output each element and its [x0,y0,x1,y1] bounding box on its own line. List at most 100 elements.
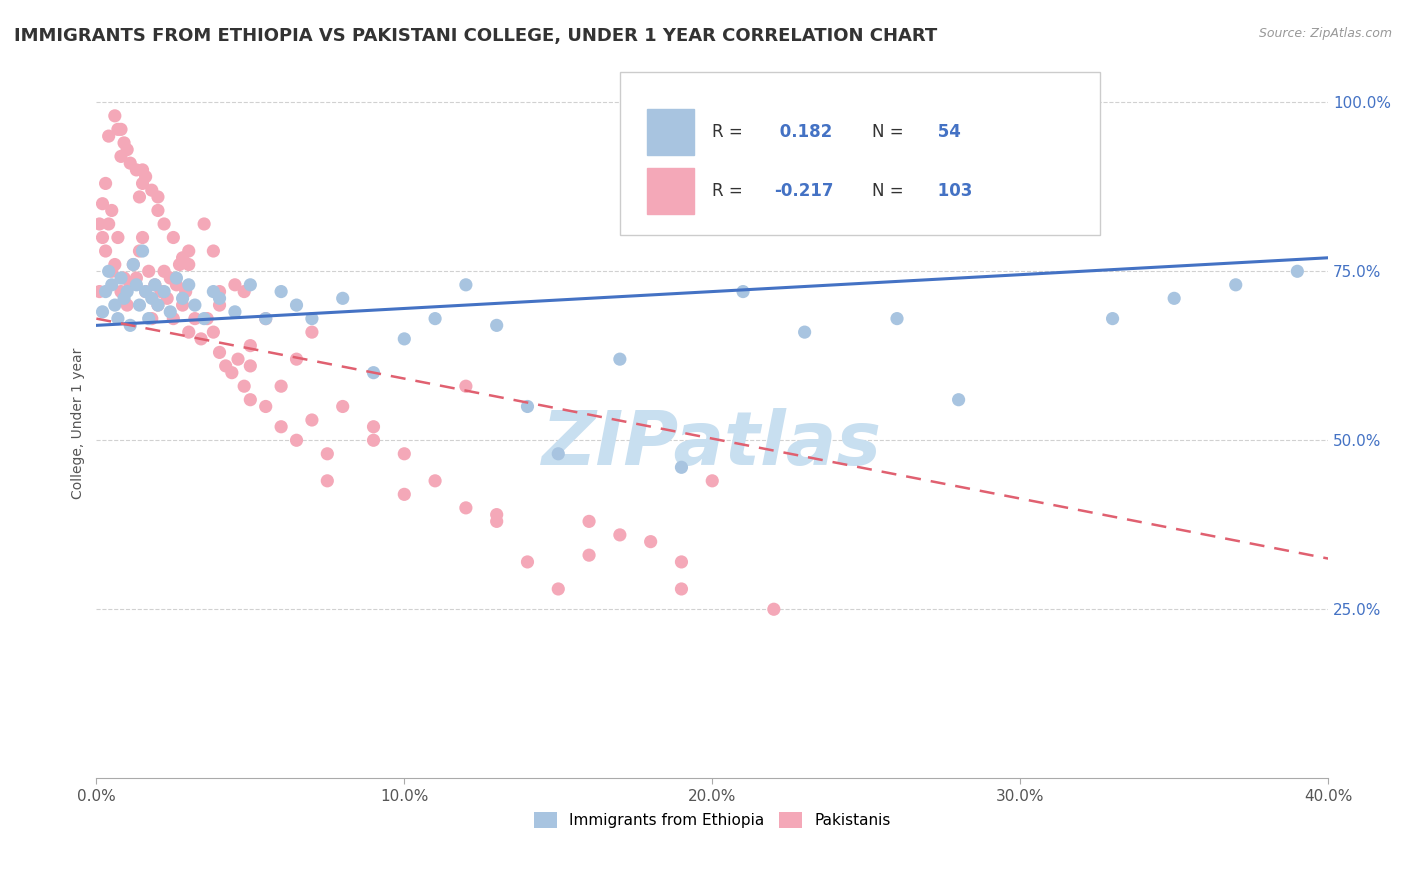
Point [485,508,508,522]
Point [1163,291,1185,305]
Point [89,217,111,231]
Point [190,332,212,346]
Point [100,264,122,278]
Point [609,352,631,367]
Point [107,311,129,326]
Text: ZIPatlas: ZIPatlas [543,409,882,481]
Point [94,244,117,258]
Point [172,298,194,312]
Point [193,311,215,326]
Point [97,217,120,231]
Point [485,318,508,333]
Point [125,277,148,292]
Text: R =: R = [713,123,748,142]
Point [578,515,600,529]
Point [128,298,150,312]
Text: 54: 54 [932,123,960,142]
Point [454,500,477,515]
Point [454,379,477,393]
Point [1286,264,1309,278]
Point [516,400,538,414]
Point [146,298,169,312]
Point [423,474,446,488]
Point [226,352,249,367]
Point [97,264,120,278]
Point [177,258,200,272]
Point [110,149,132,163]
Point [208,345,231,359]
Point [150,285,173,299]
Point [671,555,693,569]
Text: R =: R = [713,182,748,201]
Point [285,352,308,367]
Point [394,447,416,461]
Point [224,277,246,292]
Point [153,285,176,299]
Point [793,325,815,339]
Point [239,338,262,352]
Point [159,305,181,319]
Point [141,183,163,197]
Point [285,434,308,448]
Point [454,277,477,292]
Point [131,177,153,191]
Point [91,305,114,319]
Text: -0.217: -0.217 [773,182,834,201]
Point [702,474,724,488]
Point [332,400,354,414]
Text: Source: ZipAtlas.com: Source: ZipAtlas.com [1258,27,1392,40]
Point [609,528,631,542]
Point [547,582,569,596]
Point [516,555,538,569]
Point [115,298,138,312]
Point [1225,277,1247,292]
Point [886,311,908,326]
Point [233,379,256,393]
Point [131,244,153,258]
Text: N =: N = [872,123,910,142]
Point [97,129,120,144]
Point [1040,217,1063,231]
Point [135,169,157,184]
Point [115,285,138,299]
Point [239,392,262,407]
FancyBboxPatch shape [620,72,1101,235]
Point [215,359,238,373]
Point [146,190,169,204]
Point [162,230,184,244]
Bar [647,169,693,214]
Point [91,230,114,244]
Point [122,258,145,272]
Point [301,413,323,427]
Point [104,109,127,123]
Point [135,285,157,299]
Point [159,271,181,285]
Point [120,156,142,170]
Point [131,230,153,244]
Point [153,217,176,231]
Point [104,298,127,312]
Point [208,285,231,299]
Point [640,534,662,549]
Point [143,277,166,292]
Point [316,447,339,461]
Point [301,311,323,326]
Text: N =: N = [872,182,910,201]
Point [94,177,117,191]
Point [172,251,194,265]
Point [100,277,122,292]
Point [169,258,191,272]
Point [115,143,138,157]
Point [120,318,142,333]
Point [332,291,354,305]
Point [184,311,207,326]
Point [100,203,122,218]
Point [141,291,163,305]
Point [128,244,150,258]
Point [239,277,262,292]
Point [107,230,129,244]
Point [224,305,246,319]
Point [112,271,135,285]
Point [547,447,569,461]
Point [91,196,114,211]
